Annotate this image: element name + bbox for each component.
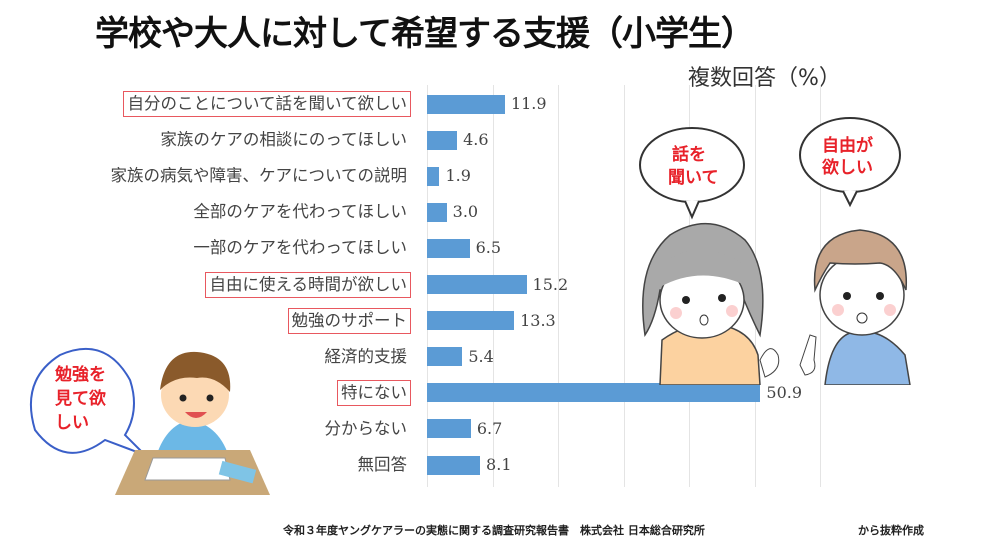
data-label: 3.0 [452, 202, 479, 222]
bar [427, 94, 505, 114]
bar [427, 275, 527, 294]
data-label: 5.4 [468, 346, 494, 366]
category-label: 分からない [324, 418, 408, 438]
boy-figure [799, 229, 911, 385]
category-label: 経済的支援 [324, 346, 408, 366]
girl-figure [642, 223, 780, 385]
category-label: 自分のことについて話を聞いて欲しい [123, 91, 411, 117]
bar [427, 455, 481, 475]
speech-bubble-girl [639, 127, 745, 203]
category-label: 家族のケアの相談にのってほしい [160, 130, 407, 150]
data-label: 50.9 [766, 382, 803, 402]
category-label: 無回答 [357, 455, 408, 474]
bubble-student-line3: しい [55, 413, 89, 433]
data-label: 1.9 [445, 166, 471, 186]
data-label: 15.2 [532, 274, 569, 294]
bubble-girl-line1: 話を [672, 144, 706, 165]
gridline [558, 85, 559, 487]
bubble-boy-line1: 自由が [822, 135, 873, 156]
bar [427, 347, 463, 367]
bubble-boy-line2: 欲しい [821, 157, 873, 178]
unit-label: 複数回答（%） [688, 66, 841, 91]
speech-bubble-student [29, 347, 146, 456]
category-label: 自由に使える時間が欲しい [205, 271, 411, 298]
bar [427, 166, 440, 186]
chart-title: 学校や大人に対して希望する支援（小学生） [95, 14, 755, 54]
bubble-girl-line2: 聞いて [668, 168, 719, 188]
bar [427, 383, 761, 403]
source-citation: 令和３年度ヤングケアラーの実態に関する調査研究報告書 株式会社 日本総合研究所 [283, 524, 705, 537]
student-illustration: 勉強を 見て欲 しい [29, 347, 270, 495]
category-label: 特にない [337, 379, 411, 406]
bar [427, 238, 470, 258]
data-label: 6.7 [476, 418, 503, 438]
category-label: 家族の病気や障害、ケアについての説明 [110, 166, 407, 186]
data-label: 8.1 [486, 455, 512, 474]
bar [427, 202, 447, 222]
category-label: 一部のケアを代わってほしい [193, 238, 407, 258]
bar [427, 419, 471, 439]
data-label: 11.9 [510, 94, 547, 113]
category-label: 勉強のサポート [287, 307, 411, 334]
bubble-student-line1: 勉強を [54, 364, 106, 385]
data-label: 4.6 [463, 130, 489, 150]
student-figure [115, 351, 270, 495]
bar [427, 130, 458, 150]
bar [427, 311, 515, 331]
children-illustration: 話を 聞いて 自由が 欲しい [639, 117, 911, 385]
gridline [623, 85, 625, 487]
data-label: 6.5 [475, 238, 502, 258]
source-suffix: から抜粋作成 [858, 524, 924, 537]
category-label: 全部のケアを代わってほしい [193, 202, 407, 222]
data-label: 13.3 [520, 310, 556, 330]
bubble-student-line2: 見て欲 [54, 388, 106, 409]
